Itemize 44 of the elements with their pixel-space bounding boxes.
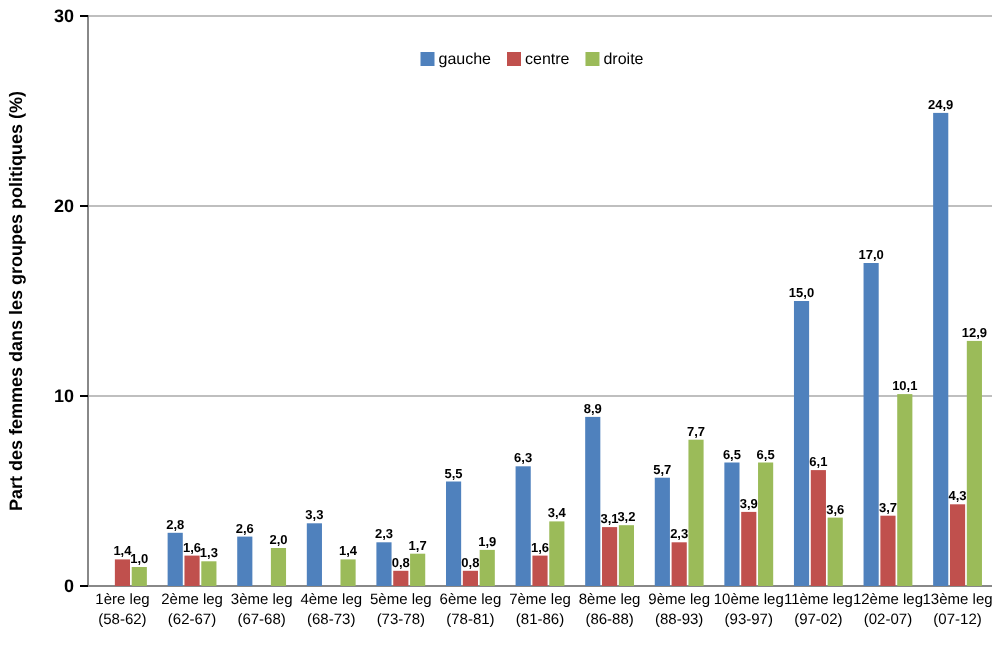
y-tick-label: 10 <box>53 385 74 406</box>
bar <box>933 112 949 586</box>
bar <box>949 504 966 586</box>
y-tick-label: 0 <box>63 575 74 596</box>
y-tick-label: 30 <box>53 5 74 26</box>
bar <box>306 523 322 586</box>
bar <box>237 536 253 586</box>
bar <box>880 515 896 586</box>
bar <box>479 549 495 586</box>
bar <box>827 517 843 586</box>
legend-label: droite <box>603 50 645 68</box>
bar <box>462 570 478 586</box>
legend-label: centre <box>525 50 571 68</box>
bar <box>741 511 757 586</box>
bar <box>532 555 548 586</box>
y-axis-title: Part des femmes dans les groupes politiques (%) <box>6 90 26 512</box>
bar <box>410 553 426 586</box>
bar <box>863 263 879 586</box>
bar <box>618 525 635 586</box>
bar <box>184 555 200 586</box>
bar <box>515 466 531 586</box>
bar <box>445 481 462 586</box>
bar <box>376 542 392 586</box>
bar <box>131 567 147 586</box>
bar <box>671 542 687 586</box>
bar <box>393 570 409 586</box>
bar <box>167 532 183 586</box>
bar <box>585 416 601 586</box>
bar <box>340 559 356 586</box>
bar <box>688 439 704 586</box>
bar <box>758 462 774 586</box>
bar <box>897 394 913 586</box>
bar <box>966 340 982 586</box>
bar <box>724 462 740 586</box>
bar <box>549 521 565 586</box>
legend-label: gauche <box>438 50 493 68</box>
bar <box>270 548 287 586</box>
bar <box>793 301 810 586</box>
bar <box>114 559 131 586</box>
bar <box>201 561 217 586</box>
bar <box>602 527 618 586</box>
y-tick-label: 20 <box>53 195 74 216</box>
bar <box>810 470 826 586</box>
bar <box>654 477 670 586</box>
